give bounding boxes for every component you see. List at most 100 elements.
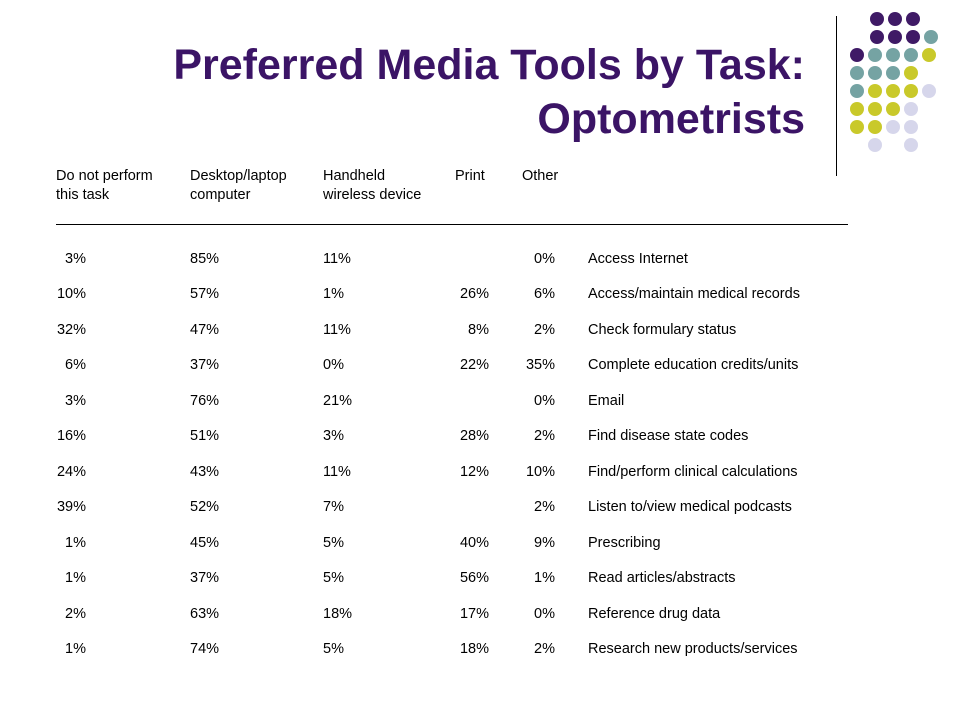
- cell-task: Find disease state codes: [588, 428, 749, 445]
- header-desktop-laptop-line2: computer: [190, 187, 251, 203]
- cell-task: Access Internet: [588, 251, 688, 267]
- decorative-dot: [886, 120, 900, 134]
- decorative-dot: [888, 12, 902, 26]
- cell-handheld: 11%: [323, 251, 351, 267]
- cell-desktop-laptop: 45%: [190, 534, 220, 551]
- header-handheld-line1: Handheld: [323, 168, 386, 184]
- cell-other: 9%: [534, 534, 555, 551]
- cell-task: Access/maintain medical records: [588, 286, 800, 303]
- decorative-dot-grid: [850, 12, 950, 162]
- cell-desktop-laptop: 76%: [190, 392, 220, 409]
- cell-desktop-laptop: 57%: [190, 286, 220, 303]
- cell-print: 28%: [459, 428, 489, 445]
- cell-other: 2%: [534, 321, 555, 338]
- cell-handheld: 5%: [323, 570, 344, 586]
- decorative-dot: [906, 12, 920, 26]
- table-row: 6% 37% 0% 22% 35% Complete education credits/…: [0, 355, 960, 375]
- slide-title-line2: Optometrists: [537, 95, 805, 143]
- cell-print: 18%: [459, 641, 489, 657]
- decorative-dot: [888, 30, 902, 44]
- cell-other: 0%: [534, 605, 555, 622]
- table-row: 39% 52% 7% 2% Listen to/view medical podcast…: [0, 497, 960, 517]
- cell-do-not-perform: 10%: [56, 286, 86, 303]
- cell-do-not-perform: 1%: [65, 534, 86, 551]
- cell-desktop-laptop: 51%: [190, 428, 220, 445]
- cell-do-not-perform: 16%: [56, 428, 86, 445]
- cell-do-not-perform: 3%: [65, 392, 86, 409]
- decorative-dot: [870, 12, 884, 26]
- decorative-dot: [850, 84, 864, 98]
- header-other: Other: [522, 167, 558, 186]
- cell-task: Check formulary status: [588, 321, 737, 338]
- cell-do-not-perform: 32%: [56, 321, 86, 338]
- slide-title-line1: Preferred Media Tools by Task:: [173, 41, 805, 89]
- cell-handheld: 1%: [323, 286, 344, 303]
- decorative-dot: [904, 84, 918, 98]
- header-do-not-perform-line1: Do not perform: [56, 168, 153, 184]
- cell-do-not-perform: 1%: [65, 570, 86, 586]
- decorative-dot: [850, 48, 864, 62]
- decorative-dot: [850, 66, 864, 80]
- cell-other: 6%: [534, 286, 555, 303]
- table-row: 1% 74% 5% 18% 2% Research new products/servic…: [0, 639, 960, 659]
- header-print: Print: [455, 167, 485, 186]
- cell-handheld: 5%: [323, 641, 344, 657]
- cell-task: Reference drug data: [588, 605, 721, 622]
- decorative-dot: [870, 30, 884, 44]
- header-print-label: Print: [455, 168, 485, 184]
- decorative-vertical-rule: [836, 16, 837, 176]
- decorative-dot: [868, 66, 882, 80]
- cell-task: Research new products/services: [588, 641, 798, 657]
- decorative-dot: [886, 66, 900, 80]
- cell-desktop-laptop: 43%: [190, 463, 220, 480]
- cell-print: 26%: [459, 286, 489, 303]
- decorative-dot: [904, 48, 918, 62]
- cell-desktop-laptop: 85%: [190, 251, 220, 267]
- cell-print: 40%: [459, 534, 489, 551]
- cell-desktop-laptop: 52%: [190, 499, 220, 516]
- decorative-dot: [922, 48, 936, 62]
- slide-title: Preferred Media Tools by Task: Optometri…: [173, 38, 805, 146]
- cell-do-not-perform: 2%: [65, 605, 86, 622]
- decorative-dot: [904, 66, 918, 80]
- decorative-dot: [906, 30, 920, 44]
- decorative-dot: [868, 138, 882, 152]
- header-divider: [56, 224, 848, 225]
- cell-handheld: 0%: [323, 357, 344, 374]
- cell-handheld: 11%: [323, 321, 351, 338]
- cell-other: 2%: [534, 641, 555, 657]
- cell-handheld: 5%: [323, 534, 344, 551]
- decorative-dot: [904, 102, 918, 116]
- cell-other: 10%: [525, 463, 555, 480]
- cell-print: 12%: [459, 463, 489, 480]
- decorative-dot: [850, 102, 864, 116]
- table-row: 2% 63% 18% 17% 0% Reference drug data: [0, 604, 960, 624]
- decorative-dot: [868, 48, 882, 62]
- decorative-dot: [886, 102, 900, 116]
- cell-task: Complete education credits/units: [588, 357, 799, 374]
- cell-other: 2%: [534, 428, 555, 445]
- decorative-dot: [886, 84, 900, 98]
- header-desktop-laptop: Desktop/laptop computer: [190, 167, 287, 205]
- cell-desktop-laptop: 74%: [190, 641, 220, 657]
- cell-desktop-laptop: 47%: [190, 321, 220, 338]
- header-handheld-line2: wireless device: [323, 187, 422, 203]
- cell-task: Read articles/abstracts: [588, 570, 736, 586]
- cell-desktop-laptop: 37%: [190, 357, 220, 374]
- cell-handheld: 11%: [323, 463, 351, 480]
- cell-task: Email: [588, 392, 625, 409]
- cell-do-not-perform: 24%: [56, 463, 86, 480]
- decorative-dot: [868, 102, 882, 116]
- table-row: 32% 47% 11% 8% 2% Check formulary status: [0, 320, 960, 340]
- table-row: 10% 57% 1% 26% 6% Access/maintain medical rec…: [0, 284, 960, 304]
- cell-desktop-laptop: 63%: [190, 605, 220, 622]
- decorative-dot: [924, 30, 938, 44]
- header-do-not-perform: Do not perform this task: [56, 167, 153, 205]
- cell-task: Prescribing: [588, 534, 661, 551]
- cell-handheld: 18%: [323, 605, 353, 622]
- cell-other: 2%: [534, 499, 555, 516]
- table-row: 3% 76% 21% 0% Email: [0, 391, 960, 411]
- decorative-dot: [868, 84, 882, 98]
- cell-print: 8%: [468, 321, 489, 338]
- decorative-dot: [850, 120, 864, 134]
